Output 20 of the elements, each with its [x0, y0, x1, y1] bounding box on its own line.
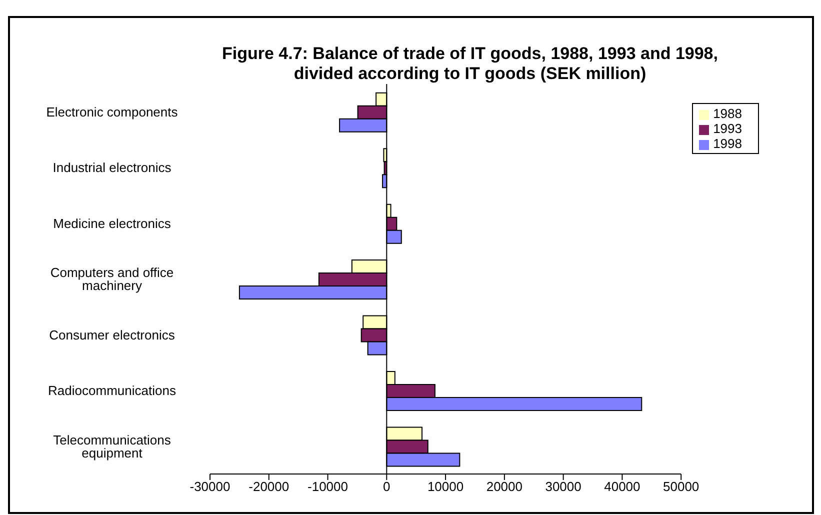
x-tick-label: -30000	[190, 479, 230, 494]
y-tick-label: Radiocommunications	[48, 383, 176, 398]
y-tick-label: Industrial electronics	[52, 160, 172, 176]
y-tick-label: Computers and office machinery	[50, 265, 174, 294]
x-tick-label: 20000	[486, 479, 522, 494]
legend-label: 1998	[713, 136, 742, 151]
y-tick-label: Medicine electronics	[53, 216, 172, 231]
x-tick-label: 30000	[545, 479, 582, 494]
y-tick-label: Consumer electronics	[49, 327, 176, 342]
y-tick-label: Electronic components	[46, 104, 178, 120]
x-tick-label: 40000	[604, 479, 640, 494]
x-tick-label: -20000	[248, 479, 290, 494]
chart-title: Figure 4.7: Balance of trade of IT goods, 1988, 1993 and 1998, divided according to IT goods (SEK million)	[220, 44, 719, 84]
x-tick-label: 0	[383, 479, 390, 494]
legend-label: 1988	[713, 106, 742, 121]
x-tick-label: 10000	[427, 479, 464, 494]
y-tick-label: Telecommunications equipment	[53, 432, 172, 460]
x-tick-label: 50000	[663, 479, 700, 494]
x-tick-label: -10000	[308, 479, 348, 494]
legend-label: 1993	[713, 121, 742, 136]
